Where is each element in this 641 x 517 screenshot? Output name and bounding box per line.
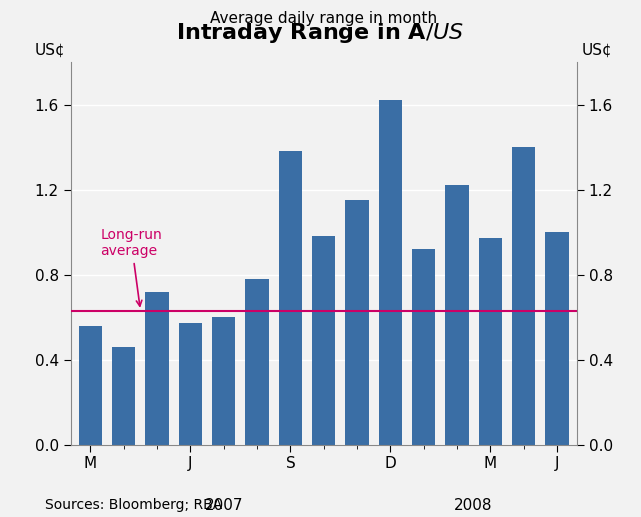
Title: Average daily range in month: Average daily range in month: [210, 11, 437, 26]
Bar: [146, 292, 169, 445]
Bar: [246, 279, 269, 445]
Text: 2008: 2008: [454, 498, 493, 513]
Bar: [112, 347, 135, 445]
Text: US¢: US¢: [582, 43, 613, 58]
Bar: [212, 317, 235, 445]
Text: Intraday Range in A$/US$: Intraday Range in A$/US$: [176, 21, 465, 44]
Bar: [312, 236, 335, 445]
Bar: [412, 249, 435, 445]
Bar: [512, 147, 535, 445]
Text: Long-run
average: Long-run average: [101, 228, 162, 306]
Text: 2007: 2007: [204, 498, 243, 513]
Bar: [345, 200, 369, 445]
Text: Sources: Bloomberg; RBA: Sources: Bloomberg; RBA: [45, 498, 222, 512]
Bar: [479, 238, 502, 445]
Bar: [179, 324, 202, 445]
Bar: [279, 151, 302, 445]
Bar: [445, 185, 469, 445]
Text: US¢: US¢: [35, 43, 65, 58]
Bar: [545, 232, 569, 445]
Bar: [379, 100, 402, 445]
Bar: [79, 326, 102, 445]
